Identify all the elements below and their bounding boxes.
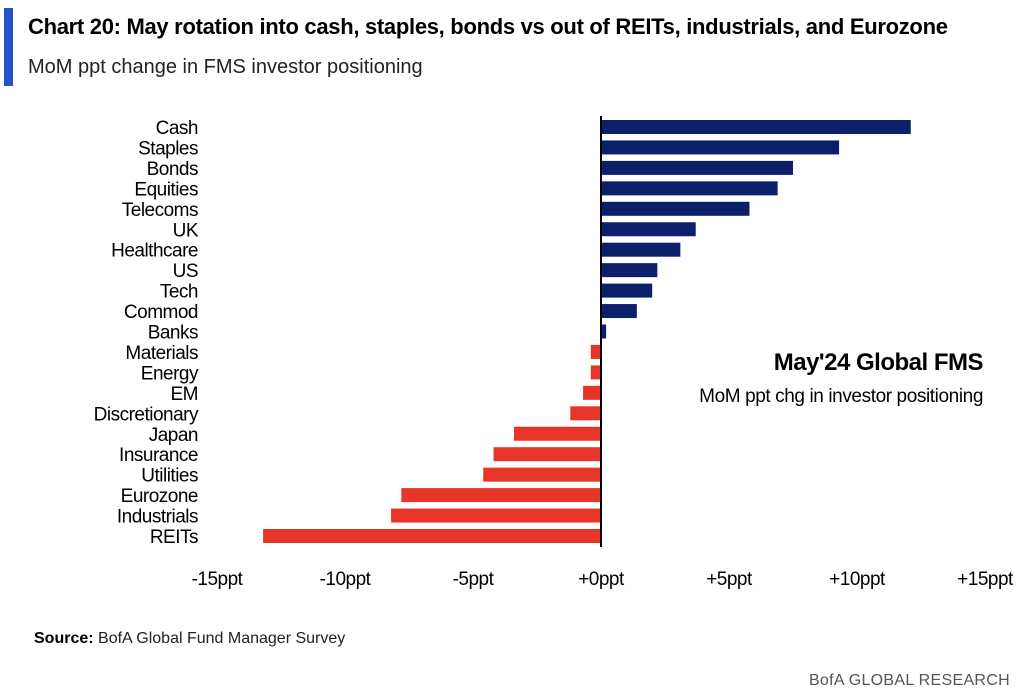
- bar-banks: [601, 324, 607, 339]
- category-label: Japan: [149, 425, 198, 446]
- chart-subtitle: MoM ppt change in FMS investor positioni…: [28, 56, 423, 78]
- x-tick-label: +10ppt: [829, 569, 886, 590]
- category-label: Tech: [160, 282, 198, 303]
- bar-utilities: [483, 467, 601, 482]
- category-label: Energy: [141, 363, 199, 384]
- bar-healthcare: [601, 242, 681, 257]
- bar-reits: [263, 529, 601, 543]
- category-label: Industrials: [117, 507, 198, 528]
- x-tick-label: -15ppt: [192, 569, 244, 590]
- x-tick-label: +5ppt: [706, 569, 753, 590]
- bar-insurance: [493, 447, 601, 462]
- category-label: Discretionary: [94, 404, 199, 425]
- category-label: EM: [171, 384, 199, 405]
- category-label: Utilities: [141, 466, 198, 487]
- source-text: BofA Global Fund Manager Survey: [93, 630, 346, 647]
- category-label: Bonds: [147, 159, 198, 180]
- category-label: REITs: [150, 527, 198, 548]
- category-label: Staples: [138, 138, 198, 159]
- bar-materials: [590, 344, 601, 359]
- bar-cash: [601, 120, 911, 134]
- category-label: Eurozone: [121, 486, 198, 507]
- category-label: US: [173, 261, 198, 282]
- brand-label: BofA GLOBAL RESEARCH: [808, 672, 1010, 689]
- bar-tech: [601, 283, 653, 298]
- source-label: Source:: [34, 630, 94, 647]
- bar-industrials: [391, 508, 601, 523]
- category-label: Materials: [125, 343, 198, 364]
- category-label: Cash: [156, 118, 198, 139]
- title-accent-bar: [4, 8, 13, 86]
- bar-us: [601, 263, 658, 278]
- bar-em: [583, 385, 601, 400]
- category-label: UK: [173, 220, 199, 241]
- annotation-text: MoM ppt chg in investor positioning: [699, 386, 983, 407]
- category-label: Banks: [148, 323, 198, 344]
- bar-eurozone: [401, 488, 601, 503]
- category-label: Commod: [124, 302, 198, 323]
- x-tick-label: +15ppt: [957, 569, 1014, 590]
- bar-bonds: [601, 160, 793, 175]
- source-note: Source: BofA Global Fund Manager Survey: [34, 630, 345, 648]
- bar-energy: [590, 365, 601, 380]
- bar-equities: [601, 181, 778, 196]
- annotation-title: May'24 Global FMS: [774, 349, 984, 376]
- x-tick-label: +0ppt: [578, 569, 625, 590]
- category-label: Healthcare: [111, 241, 198, 262]
- chart-title: Chart 20: May rotation into cash, staple…: [28, 14, 948, 39]
- x-tick-label: -10ppt: [320, 569, 372, 590]
- bar-discretionary: [570, 406, 601, 421]
- bar-japan: [513, 426, 601, 441]
- bar-uk: [601, 222, 696, 237]
- x-tick-label: -5ppt: [453, 569, 495, 590]
- category-label: Insurance: [119, 445, 198, 466]
- category-label: Equities: [134, 179, 198, 200]
- bar-staples: [601, 140, 840, 155]
- bar-commod: [601, 304, 637, 319]
- bar-telecoms: [601, 201, 750, 216]
- category-label: Telecoms: [122, 200, 198, 221]
